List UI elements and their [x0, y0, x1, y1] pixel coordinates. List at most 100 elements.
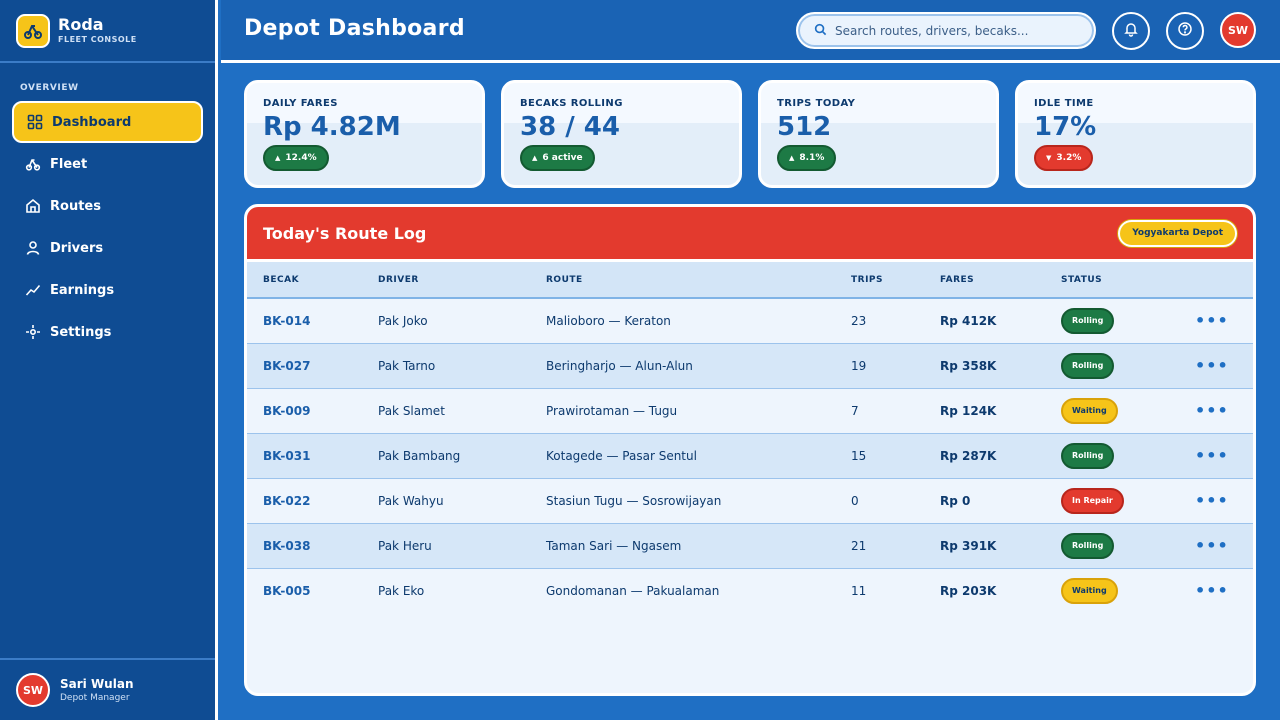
actions-cell: ••• [1195, 343, 1253, 388]
stat-card-trips-today: TRIPS TODAY 512 ▲ 8.1% [758, 80, 999, 188]
actions-cell: ••• [1195, 523, 1253, 568]
becak-id[interactable]: BK-031 [263, 448, 311, 463]
stat-value: 38 / 44 [520, 112, 620, 142]
route-name: Gondomanan — Pakualaman [546, 583, 720, 598]
driver-name: Pak Joko [378, 313, 428, 328]
actions-cell: ••• [1195, 388, 1253, 433]
arrow-up-icon: ▲ [275, 154, 281, 162]
stat-card-daily-fares: DAILY FARES Rp 4.82M ▲ 12.4% [244, 80, 485, 188]
table-row[interactable]: BK-014 Pak Joko Malioboro — Keraton 23 Rp 41… [247, 298, 1253, 343]
status-badge: Waiting [1061, 577, 1118, 604]
becak-id[interactable]: BK-009 [263, 403, 311, 418]
status-badge: Rolling [1061, 307, 1115, 334]
more-options-icon[interactable]: ••• [1195, 401, 1229, 420]
table-row[interactable]: BK-009 Pak Slamet Prawirotaman — Tugu 7 Rp 1… [247, 388, 1253, 433]
fare-amount: Rp 124K [940, 403, 997, 418]
stat-label: DAILY FARES [263, 98, 338, 109]
column-header-becak[interactable]: BECAK [263, 274, 300, 285]
route-log-panel: Today's Route Log Yogyakarta Depot BECAK… [244, 204, 1256, 696]
route-name: Prawirotaman — Tugu [546, 403, 678, 418]
brand[interactable]: Roda FLEET CONSOLE [0, 0, 215, 63]
sidebar: Roda FLEET CONSOLE OVERVIEW Dashboard Fl… [0, 0, 218, 720]
delta-badge: ▲ 12.4% [263, 145, 329, 171]
stat-label: IDLE TIME [1034, 98, 1094, 109]
becak-id[interactable]: BK-014 [263, 313, 311, 328]
column-header-trips[interactable]: TRIPS [851, 274, 883, 285]
actions-cell: ••• [1195, 478, 1253, 523]
table-row[interactable]: BK-005 Pak Eko Gondomanan — Pakualaman 11 Rp… [247, 568, 1253, 613]
arrow-up-icon: ▲ [532, 154, 538, 162]
status-badge: In Repair [1061, 487, 1124, 514]
table-row[interactable]: BK-027 Pak Tarno Beringharjo — Alun-Alun 19… [247, 343, 1253, 388]
more-options-icon[interactable]: ••• [1195, 581, 1229, 601]
status-badge: Rolling [1061, 532, 1115, 559]
more-options-icon[interactable]: ••• [1195, 446, 1229, 465]
becak-id[interactable]: BK-005 [263, 583, 311, 598]
column-header-fares[interactable]: FARES [940, 274, 975, 285]
delta-text: 12.4% [285, 153, 317, 163]
home-icon [24, 197, 42, 215]
sidebar-item-dashboard[interactable]: Dashboard [12, 101, 203, 143]
trip-count: 21 [851, 538, 867, 553]
fare-amount: Rp 358K [940, 358, 997, 373]
sidebar-item-label: Dashboard [52, 114, 132, 130]
sidebar-item-label: Routes [50, 198, 101, 214]
user-avatar-button[interactable]: SW [1220, 12, 1256, 48]
status-cell: In Repair [1061, 478, 1195, 523]
table-row[interactable]: BK-022 Pak Wahyu Stasiun Tugu — Sosrowijay… [247, 478, 1253, 523]
delta-badge: ▲ 8.1% [777, 145, 837, 171]
status-cell: Waiting [1061, 388, 1195, 433]
driver-name: Pak Bambang [378, 448, 461, 463]
trip-count: 11 [851, 583, 867, 598]
route-table: BECAK DRIVER ROUTE TRIPS FARES STATUS BK… [247, 262, 1253, 613]
search-icon [814, 21, 827, 40]
becak-logo-icon [16, 13, 50, 48]
column-header-driver[interactable]: DRIVER [378, 274, 419, 285]
settings-icon [24, 323, 42, 341]
user-profile[interactable]: SW Sari Wulan Depot Manager [0, 658, 215, 720]
search-input[interactable] [835, 23, 1075, 38]
fare-amount: Rp 412K [940, 313, 997, 328]
depot-selector[interactable]: Yogyakarta Depot [1118, 219, 1237, 247]
actions-cell: ••• [1195, 568, 1253, 613]
sidebar-item-earnings[interactable]: Earnings [12, 269, 203, 311]
sidebar-item-drivers[interactable]: Drivers [12, 227, 203, 269]
trip-count: 23 [851, 313, 867, 328]
column-header-actions [1195, 262, 1253, 298]
more-options-icon[interactable]: ••• [1195, 311, 1229, 331]
route-name: Malioboro — Keraton [546, 313, 671, 328]
more-options-icon[interactable]: ••• [1195, 536, 1229, 555]
help-button[interactable] [1166, 12, 1204, 50]
trip-count: 7 [851, 403, 859, 418]
route-log-header: Today's Route Log Yogyakarta Depot [247, 207, 1253, 262]
notifications-button[interactable] [1112, 12, 1150, 50]
column-header-status[interactable]: STATUS [1061, 274, 1103, 285]
route-name: Beringharjo — Alun-Alun [546, 358, 693, 373]
route-name: Kotagede — Pasar Sentul [546, 448, 697, 463]
status-cell: Rolling [1061, 523, 1195, 568]
status-cell: Rolling [1061, 298, 1195, 343]
sidebar-item-fleet[interactable]: Fleet [12, 143, 203, 185]
brand-name: Roda [58, 14, 104, 34]
sidebar-item-routes[interactable]: Routes [12, 185, 203, 227]
status-badge: Rolling [1061, 352, 1115, 379]
topbar: Depot Dashboard SW [221, 0, 1280, 63]
help-icon [1177, 21, 1193, 41]
becak-id[interactable]: BK-038 [263, 538, 311, 553]
delta-text: 6 active [542, 153, 583, 163]
more-options-icon[interactable]: ••• [1195, 356, 1229, 375]
route-log-title: Today's Route Log [263, 223, 427, 243]
becak-id[interactable]: BK-022 [263, 493, 311, 508]
column-header-route[interactable]: ROUTE [546, 274, 583, 285]
sidebar-item-settings[interactable]: Settings [12, 311, 203, 353]
search-box[interactable] [796, 12, 1096, 49]
sidebar-item-label: Drivers [50, 240, 104, 256]
becak-id[interactable]: BK-027 [263, 358, 311, 373]
trip-count: 19 [851, 358, 867, 373]
sidebar-nav: Dashboard Fleet Routes [0, 101, 215, 353]
more-options-icon[interactable]: ••• [1195, 491, 1229, 510]
table-row[interactable]: BK-038 Pak Heru Taman Sari — Ngasem 21 Rp 39… [247, 523, 1253, 568]
table-row[interactable]: BK-031 Pak Bambang Kotagede — Pasar Sentul… [247, 433, 1253, 478]
stat-label: TRIPS TODAY [777, 98, 856, 109]
status-cell: Waiting [1061, 568, 1195, 613]
